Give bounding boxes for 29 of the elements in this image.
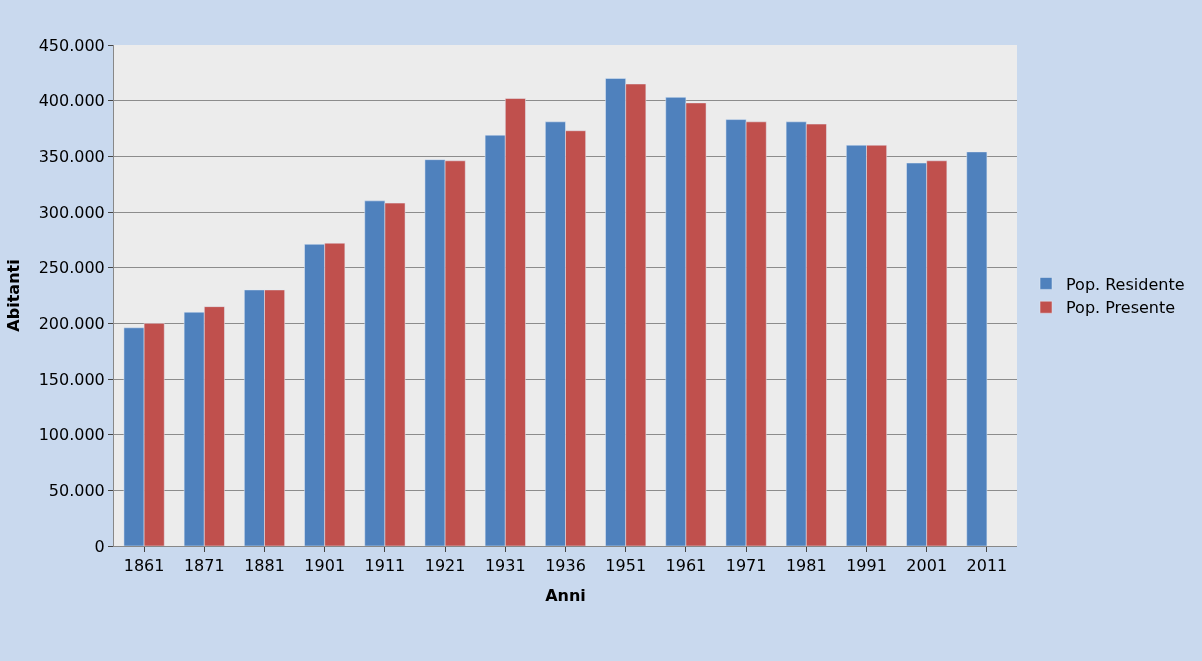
x-tick-label: 1971 bbox=[725, 556, 767, 576]
y-tick-label: 150.000 bbox=[38, 369, 105, 389]
y-tick-label: 300.000 bbox=[38, 202, 105, 222]
legend-label: Pop. Presente bbox=[1066, 298, 1176, 318]
y-tick-label: 50.000 bbox=[48, 480, 105, 500]
x-axis-title: Anni bbox=[545, 585, 586, 605]
x-tick-label: 1871 bbox=[183, 556, 225, 576]
legend-label: Pop. Residente bbox=[1066, 274, 1185, 294]
x-tick-label: 1961 bbox=[665, 556, 707, 576]
x-tick-label: 1931 bbox=[484, 556, 526, 576]
x-tick-label: 1936 bbox=[545, 556, 586, 576]
y-tick-label: 400.000 bbox=[38, 91, 105, 111]
x-tick-label: 1991 bbox=[846, 556, 887, 576]
y-axis-title: Abitanti bbox=[3, 259, 23, 332]
x-tick-label: 2011 bbox=[966, 556, 1008, 576]
x-tick-label: 1881 bbox=[244, 556, 285, 576]
y-tick-label: 200.000 bbox=[38, 313, 105, 333]
x-tick-label: 1901 bbox=[304, 556, 346, 576]
y-tick-label: 450.000 bbox=[38, 35, 105, 55]
x-tick-label: 2001 bbox=[906, 556, 948, 576]
y-tick-label: 0 bbox=[94, 536, 105, 556]
x-tick-label: 1861 bbox=[123, 556, 165, 576]
y-tick-label: 250.000 bbox=[38, 258, 105, 278]
y-tick-label: 100.000 bbox=[38, 425, 105, 445]
x-tick-label: 1951 bbox=[605, 556, 647, 576]
x-tick-label: 1981 bbox=[785, 556, 827, 576]
x-tick-label: 1911 bbox=[364, 556, 406, 576]
y-tick-label: 350.000 bbox=[38, 146, 105, 166]
x-tick-label: 1921 bbox=[424, 556, 466, 576]
